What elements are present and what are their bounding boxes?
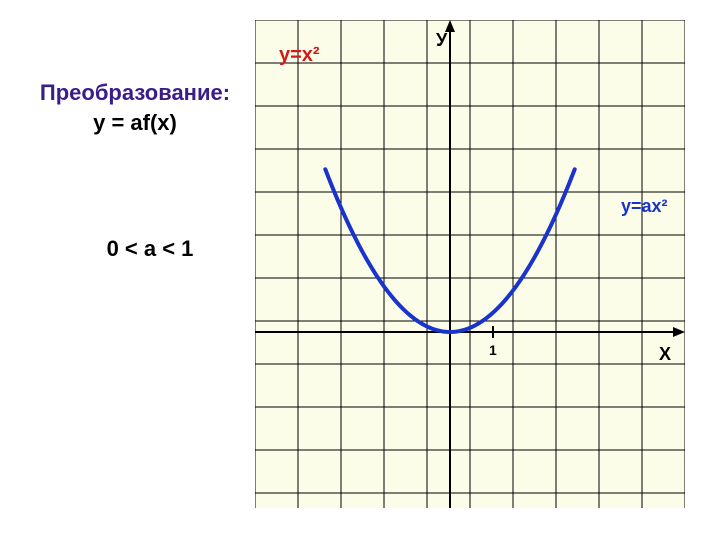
label-yx2: y=x² [279, 44, 320, 67]
chart-svg [255, 20, 685, 508]
axis-x-label: Х [659, 344, 671, 365]
left-panel: Преобразование: y = af(x) 0 < а < 1 [0, 0, 270, 272]
label-yax2: y=ax² [621, 196, 668, 217]
condition-text: 0 < а < 1 [40, 236, 260, 262]
transformation-title: Преобразование: [10, 80, 260, 106]
chart-area: y=x² y=ax² У Х 1 [255, 20, 685, 508]
page-root: Преобразование: y = af(x) 0 < а < 1 y=x²… [0, 0, 720, 540]
tick-1-label: 1 [489, 342, 497, 358]
axis-y-label: У [436, 30, 447, 51]
transformation-formula: y = af(x) [10, 110, 260, 136]
